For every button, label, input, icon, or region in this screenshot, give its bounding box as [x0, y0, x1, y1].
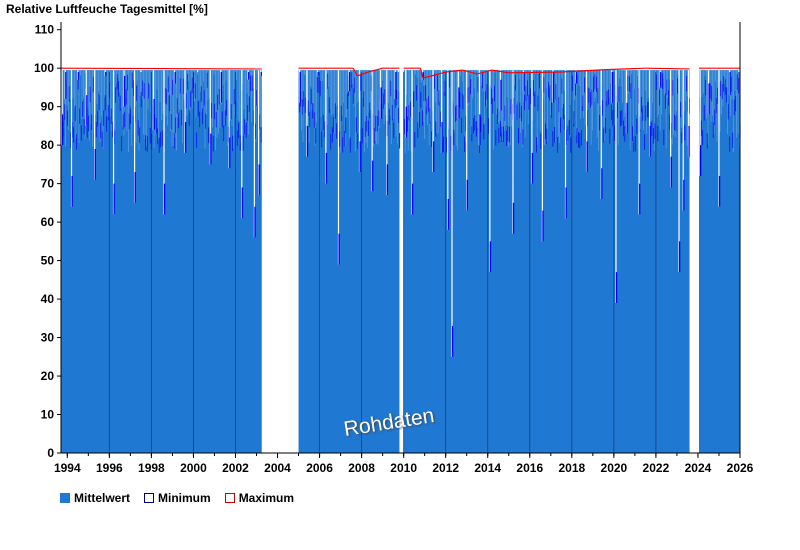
legend: Mittelwert Minimum Maximum — [60, 491, 294, 505]
legend-swatch-mittelwert — [60, 493, 70, 503]
x-tick-label: 1994 — [54, 461, 81, 475]
y-tick-label: 0 — [47, 446, 54, 460]
mean-segment-1 — [298, 70, 400, 454]
y-tick-label: 80 — [41, 138, 55, 152]
y-tick-label: 20 — [41, 369, 55, 383]
maximum-segment-13 — [445, 69, 463, 73]
y-tick-label: 40 — [41, 292, 55, 306]
x-tick-labels: 1994 1996 1998 2000 2002 2004 2006 2008 2010 2012… — [54, 461, 754, 475]
y-tick-label: 110 — [35, 23, 55, 37]
legend-entry-mittelwert: Mittelwert — [60, 491, 130, 505]
legend-label-maximum: Maximum — [238, 491, 295, 505]
legend-swatch-maximum — [224, 493, 235, 503]
x-tick-label: 2002 — [222, 461, 249, 475]
mean-dips — [61, 70, 741, 357]
x-tick-label: 2000 — [180, 461, 207, 475]
chart-title: Relative Luftfeuche Tagesmittel [%] — [6, 2, 208, 16]
y-tick-label: 60 — [41, 215, 55, 229]
x-tick-label: 2012 — [432, 461, 459, 475]
maximum-segment-6 — [367, 67, 383, 73]
legend-entry-maximum: Maximum — [224, 491, 295, 505]
y-tick-label: 90 — [41, 100, 55, 114]
y-tick-label: 100 — [34, 61, 54, 75]
maximum-segment-5 — [357, 71, 369, 77]
maximum-segment-11 — [422, 76, 429, 79]
legend-label-mittelwert: Mittelwert — [74, 491, 131, 505]
x-tick-label: 1996 — [96, 461, 123, 475]
x-tick-label: 2024 — [685, 461, 712, 475]
y-tick-label: 70 — [41, 177, 55, 191]
mean-bars — [60, 70, 740, 454]
maximum-segment-18 — [561, 69, 604, 73]
x-tick-label: 2014 — [474, 461, 501, 475]
x-tick-label: 2016 — [516, 461, 543, 475]
x-tick-label: 2020 — [601, 461, 628, 475]
mean-segment-0 — [61, 70, 262, 454]
maximum-segment-12 — [428, 71, 446, 78]
legend-swatch-minimum — [144, 493, 155, 503]
x-tick-label: 1998 — [138, 461, 165, 475]
x-tick-label: 2026 — [727, 461, 754, 475]
legend-label-minimum: Minimum — [158, 491, 211, 505]
maximum-segment-4 — [352, 67, 358, 77]
maximum-segment-14 — [462, 69, 478, 75]
y-tick-label: 50 — [41, 254, 55, 268]
x-tick-label: 2010 — [390, 461, 417, 475]
x-tick-label: 2008 — [348, 461, 375, 475]
y-tick-labels: 0 10 20 30 40 50 60 70 80 90 100 110 — [34, 23, 54, 460]
maximum-segment-17 — [508, 71, 562, 74]
y-tick-label: 30 — [41, 331, 55, 345]
x-tick-label: 2004 — [264, 461, 291, 475]
maximum-segment-20 — [645, 67, 690, 70]
x-tick-label: 2018 — [558, 461, 585, 475]
legend-entry-minimum: Minimum — [144, 491, 211, 505]
y-tick-label: 10 — [41, 408, 55, 422]
maximum-segment-15 — [477, 69, 493, 75]
maximum-segment-0 — [60, 67, 262, 70]
x-tick-label: 2006 — [306, 461, 333, 475]
maximum-segment-10 — [419, 68, 424, 78]
x-tick-label: 2022 — [643, 461, 670, 475]
maximum-segment-19 — [603, 67, 646, 71]
maximum-line — [60, 67, 740, 79]
axes — [57, 22, 741, 458]
maximum-segment-16 — [491, 69, 509, 74]
